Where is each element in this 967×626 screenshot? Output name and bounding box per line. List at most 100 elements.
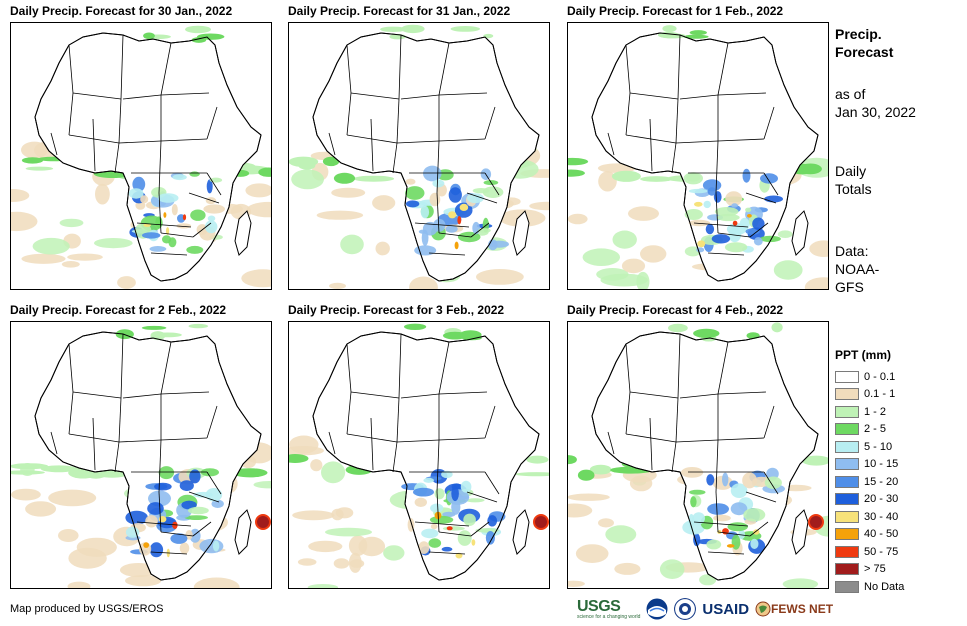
- precip-blotch: [568, 580, 585, 587]
- country-border: [160, 232, 194, 238]
- precip-blotch: [340, 234, 364, 255]
- precip-blotch: [640, 245, 667, 263]
- precip-blotch: [568, 169, 585, 177]
- country-border: [717, 42, 729, 96]
- country-border: [707, 252, 745, 256]
- country-border: [629, 92, 679, 100]
- country-border: [763, 172, 779, 196]
- country-border: [675, 397, 679, 443]
- precip-blotch: [451, 485, 459, 502]
- legend-label: 10 - 15: [864, 458, 899, 470]
- data-source-line-3: GFS: [835, 279, 864, 295]
- precip-blotch: [209, 177, 223, 183]
- country-border: [188, 192, 220, 204]
- precip-blotch: [742, 472, 757, 489]
- precip-blotch: [21, 157, 44, 164]
- country-border: [649, 118, 653, 172]
- country-border: [484, 172, 500, 196]
- country-border: [328, 431, 336, 455]
- fews-net-text: FEWS NET: [771, 602, 834, 616]
- country-border: [114, 441, 120, 473]
- precip-blotch: [307, 584, 339, 588]
- precip-blotch: [605, 525, 637, 544]
- country-border: [607, 431, 615, 455]
- country-border: [206, 172, 222, 196]
- country-border: [206, 405, 218, 439]
- precip-blotch: [428, 538, 442, 548]
- country-border: [438, 531, 472, 537]
- precip-blotch: [145, 515, 158, 528]
- precip-blotch: [445, 225, 458, 233]
- country-border: [717, 531, 751, 537]
- precip-blotch: [329, 282, 346, 289]
- country-border: [675, 98, 679, 144]
- precip-blotch: [117, 276, 136, 289]
- forecast-heading: Precip. Forecast: [835, 25, 893, 61]
- country-border: [715, 439, 719, 493]
- country-border: [625, 343, 631, 393]
- precip-blotch: [11, 470, 45, 475]
- legend-title: PPT (mm): [835, 348, 892, 362]
- country-border: [396, 439, 440, 443]
- legend-label: 20 - 30: [864, 493, 899, 505]
- precip-blotch: [212, 540, 220, 552]
- precip-blotch: [289, 446, 324, 456]
- country-border: [118, 397, 122, 443]
- precip-blotch: [430, 523, 438, 530]
- precip-blotch: [11, 189, 30, 202]
- madagascar-outline: [234, 210, 252, 256]
- precip-blotch: [179, 480, 194, 491]
- country-border: [158, 491, 162, 533]
- precip-blotch: [798, 163, 822, 175]
- legend-label: 1 - 2: [864, 405, 887, 418]
- precip-blotch: [375, 241, 390, 256]
- country-border: [346, 391, 352, 435]
- country-border: [346, 92, 352, 136]
- country-border: [438, 138, 486, 142]
- precip-blotch: [582, 248, 620, 266]
- precip-blotch: [568, 493, 610, 501]
- africa-precip-map: [11, 25, 271, 289]
- country-border: [150, 551, 188, 555]
- precip-blotch: [405, 178, 416, 185]
- country-border: [717, 341, 729, 395]
- legend-swatch: [835, 545, 859, 558]
- country-border: [72, 391, 122, 399]
- fews-globe-icon: [755, 601, 771, 617]
- as-of-label: as of: [835, 86, 866, 102]
- precip-blotch: [628, 206, 659, 221]
- data-source-line-2: NOAA-: [835, 261, 880, 277]
- precip-blotch: [801, 455, 828, 466]
- country-border: [396, 140, 440, 144]
- precip-blotch: [589, 464, 612, 475]
- country-border: [436, 439, 440, 493]
- country-border: [625, 44, 631, 94]
- country-border: [328, 132, 336, 156]
- precip-blotch: [189, 469, 201, 484]
- precip-blotch: [193, 577, 240, 588]
- precip-blotch: [575, 544, 609, 563]
- country-border: [679, 393, 719, 399]
- legend-swatch: [835, 388, 859, 400]
- precip-blotch: [372, 195, 396, 211]
- country-border: [192, 521, 212, 537]
- country-border: [436, 192, 440, 234]
- precip-blotch: [413, 487, 434, 497]
- map-frame: [288, 22, 550, 290]
- country-border: [438, 341, 450, 395]
- coastline: [312, 331, 540, 581]
- legend-label: 15 - 20: [864, 475, 899, 488]
- precip-blotch: [143, 32, 155, 40]
- precip-blotch: [404, 323, 427, 330]
- precip-blotch: [414, 497, 427, 507]
- precip-blotch: [568, 455, 577, 465]
- legend-swatch: [835, 370, 859, 383]
- precip-blotch: [11, 488, 41, 501]
- precip-blotch: [48, 489, 97, 507]
- precip-blotch: [331, 187, 366, 198]
- country-border: [160, 391, 210, 395]
- coastline: [34, 331, 262, 581]
- usgs-logo-tagline: science for a changing world: [577, 614, 641, 620]
- country-border: [92, 118, 96, 172]
- legend-rows: 0 - 0.1 0.1 - 1 1 - 2 2 - 5 5 - 10 10 - 15 15 …: [835, 368, 904, 595]
